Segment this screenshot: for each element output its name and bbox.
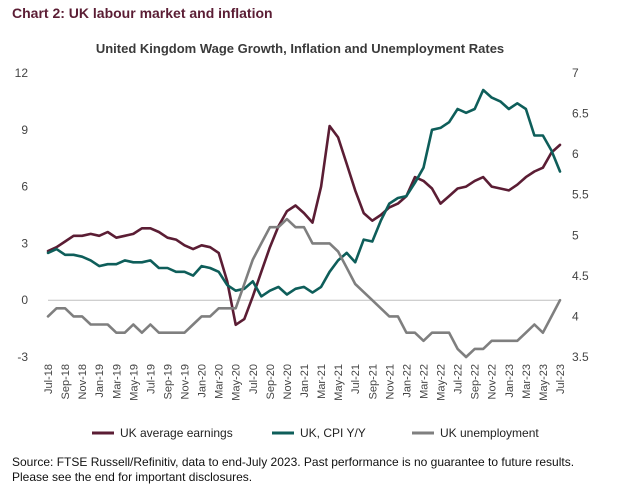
x-tick-label: Jul-23 <box>555 364 567 394</box>
y-left-tick-label: 3 <box>21 236 28 250</box>
source-line-1: Source: FTSE Russell/Refinitiv, data to … <box>12 455 575 469</box>
x-tick-label: May-21 <box>333 364 345 401</box>
legend-label: UK, CPI Y/Y <box>300 426 366 440</box>
x-tick-label: Sep-19 <box>162 364 174 399</box>
legend: UK average earnings UK, CPI Y/Y UK unemplo… <box>92 426 539 440</box>
x-tick-label: Jul-22 <box>453 364 465 394</box>
y-right-tick-label: 6 <box>572 147 579 161</box>
y-left-tick-label: -3 <box>17 350 28 364</box>
y-left-tick-label: 0 <box>21 293 28 307</box>
series-line-0 <box>46 124 562 327</box>
x-tick-label: Nov-21 <box>384 364 396 399</box>
y-right-tick-label: 3.5 <box>572 350 589 364</box>
chart-heading: Chart 2: UK labour market and inflation <box>12 5 273 21</box>
y-left-tick-label: 6 <box>21 180 28 194</box>
x-tick-label: Jan-21 <box>299 364 311 398</box>
y-right-tick-label: 4 <box>572 309 579 323</box>
x-tick-label: Jul-21 <box>350 364 362 394</box>
x-tick-label: Jan-19 <box>94 364 106 398</box>
chart-title: United Kingdom Wage Growth, Inflation an… <box>96 41 504 56</box>
x-tick-label: May-22 <box>436 364 448 401</box>
legend-label: UK unemployment <box>440 426 539 440</box>
y-right-tick-label: 5 <box>572 228 579 242</box>
x-tick-label: Mar-19 <box>111 364 123 399</box>
x-tick-label: Jan-20 <box>197 364 209 398</box>
series-line-2 <box>46 217 562 359</box>
legend-label: UK average earnings <box>120 426 233 440</box>
series-layer <box>46 88 562 359</box>
x-tick-label: Mar-23 <box>521 364 533 399</box>
x-tick-label: Mar-20 <box>214 364 226 399</box>
x-tick-label: May-19 <box>128 364 140 401</box>
y-right-tick-label: 5.5 <box>572 188 589 202</box>
y-right-tick-label: 6.5 <box>572 107 589 121</box>
x-tick-label: Jan-22 <box>401 364 413 398</box>
source-line-2: Please see the end for important disclos… <box>12 470 253 484</box>
x-tick-label: May-23 <box>538 364 550 401</box>
x-tick-label: Sep-21 <box>367 364 379 399</box>
x-tick-label: May-20 <box>231 364 243 401</box>
x-tick-label: Nov-19 <box>180 364 192 399</box>
x-tick-label: Nov-22 <box>487 364 499 399</box>
axes: 12 9 6 3 0 -3 7 6.5 6 5.5 5 4.5 4 3.5 Jul-18 Sep-18 Nov-… <box>15 66 589 401</box>
x-tick-label: Nov-20 <box>282 364 294 399</box>
x-tick-label: Nov-18 <box>77 364 89 399</box>
x-tick-label: Sep-22 <box>470 364 482 399</box>
x-tick-label: Sep-18 <box>60 364 72 399</box>
source-note: Source: FTSE Russell/Refinitiv, data to … <box>12 455 574 485</box>
series-line-1 <box>46 88 562 298</box>
x-tick-label: Mar-22 <box>418 364 430 399</box>
x-tick-label: Mar-21 <box>316 364 328 399</box>
x-tick-label: Sep-20 <box>265 364 277 399</box>
x-tick-label: Jul-20 <box>248 364 260 394</box>
x-tick-label: Jul-19 <box>145 364 157 394</box>
x-tick-label: Jul-18 <box>43 364 55 394</box>
y-right-tick-label: 7 <box>572 66 579 80</box>
y-left-tick-label: 9 <box>21 123 28 137</box>
x-tick-label: Jan-23 <box>504 364 516 398</box>
y-left-tick-label: 12 <box>15 66 29 80</box>
y-right-tick-label: 4.5 <box>572 269 589 283</box>
